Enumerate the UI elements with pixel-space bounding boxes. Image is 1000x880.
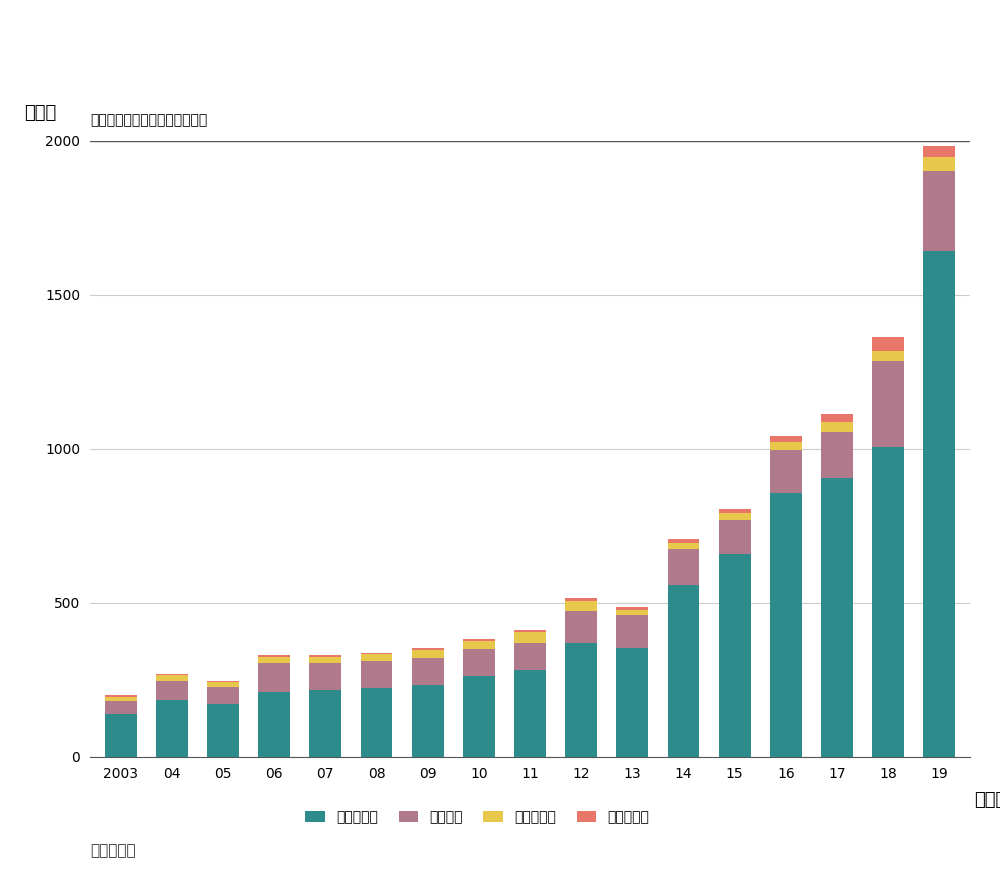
Bar xyxy=(463,649,495,676)
Bar xyxy=(872,337,904,351)
Bar xyxy=(514,670,546,757)
Bar xyxy=(668,539,699,543)
Bar xyxy=(258,656,290,663)
Bar xyxy=(770,451,802,494)
Bar xyxy=(821,478,853,757)
Bar xyxy=(514,642,546,670)
Bar xyxy=(412,686,444,757)
Bar xyxy=(770,436,802,442)
Bar xyxy=(309,656,341,664)
Bar xyxy=(821,432,853,478)
Bar xyxy=(872,361,904,447)
Bar xyxy=(309,690,341,757)
Bar xyxy=(258,692,290,757)
Bar xyxy=(821,422,853,432)
Bar xyxy=(258,655,290,656)
Bar xyxy=(105,714,137,757)
Bar xyxy=(412,650,444,657)
Bar xyxy=(565,611,597,643)
Bar xyxy=(616,649,648,757)
Bar xyxy=(105,695,137,697)
Bar xyxy=(872,447,904,757)
Bar xyxy=(309,655,341,656)
Bar xyxy=(719,519,751,554)
Bar xyxy=(923,157,955,172)
Legend: 身体的虚待, 性的虚待, 怠慢・拒否, 心理的虚待: 身体的虚待, 性的虚待, 怠慢・拒否, 心理的虚待 xyxy=(300,805,655,830)
Bar xyxy=(156,700,188,757)
Bar xyxy=(565,598,597,601)
Bar xyxy=(616,610,648,615)
Bar xyxy=(514,630,546,632)
Bar xyxy=(105,697,137,700)
Bar xyxy=(821,414,853,422)
Bar xyxy=(565,643,597,757)
Bar xyxy=(361,653,392,654)
Bar xyxy=(156,675,188,681)
Bar xyxy=(463,639,495,641)
Bar xyxy=(463,641,495,649)
Bar xyxy=(565,601,597,611)
Bar xyxy=(923,146,955,157)
Bar xyxy=(668,548,699,585)
Bar xyxy=(668,585,699,757)
Bar xyxy=(207,681,239,682)
Bar xyxy=(412,657,444,686)
Bar xyxy=(923,251,955,757)
Bar xyxy=(412,649,444,650)
Bar xyxy=(668,543,699,548)
Bar xyxy=(616,615,648,649)
Text: （年）: （年） xyxy=(974,790,1000,809)
Text: （件）: （件） xyxy=(24,104,56,121)
Bar xyxy=(361,688,392,757)
Bar xyxy=(207,687,239,704)
Bar xyxy=(719,510,751,513)
Bar xyxy=(514,632,546,642)
Text: 児童虐待事件の摘発内訳の推移: 児童虐待事件の摘発内訳の推移 xyxy=(90,114,207,127)
Bar xyxy=(770,442,802,451)
Bar xyxy=(309,664,341,690)
Bar xyxy=(156,681,188,700)
Bar xyxy=(616,607,648,610)
Bar xyxy=(923,172,955,251)
Bar xyxy=(361,654,392,662)
Text: 警察庁調べ: 警察庁調べ xyxy=(90,843,136,858)
Bar xyxy=(258,663,290,692)
Bar xyxy=(156,674,188,675)
Bar xyxy=(105,700,137,714)
Bar xyxy=(872,351,904,361)
Bar xyxy=(770,494,802,757)
Bar xyxy=(719,513,751,519)
Bar xyxy=(207,704,239,757)
Bar xyxy=(719,554,751,757)
Bar xyxy=(207,682,239,687)
Bar xyxy=(463,676,495,757)
Bar xyxy=(361,662,392,688)
